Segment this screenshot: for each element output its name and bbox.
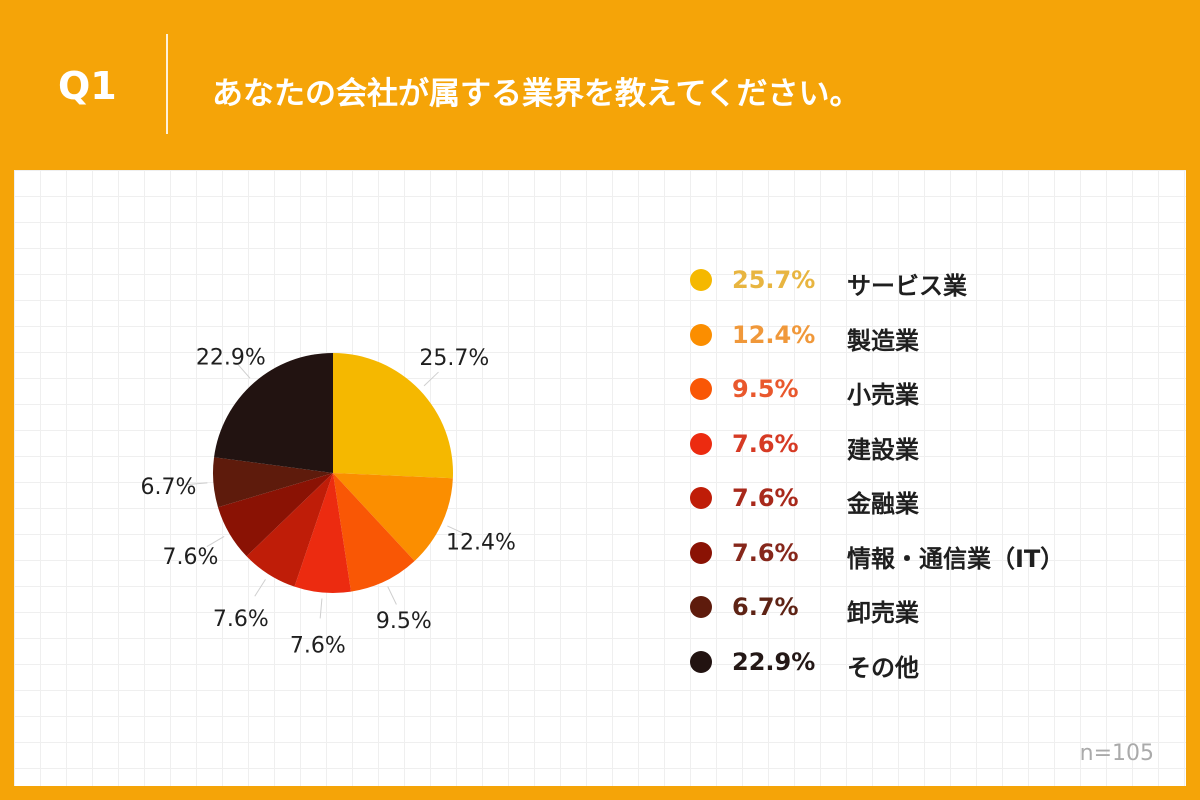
slice-label: 12.4% — [446, 530, 516, 555]
question-title: あなたの会社が属する業界を教えてください。 — [212, 76, 861, 112]
legend-percent: 22.9% — [732, 647, 816, 676]
pie-slice — [333, 353, 453, 479]
slice-label: 7.6% — [290, 633, 346, 658]
legend-label: 建設業 — [847, 435, 919, 464]
leader-line — [254, 579, 266, 597]
legend-percent: 7.6% — [732, 484, 799, 512]
header-divider — [166, 34, 168, 134]
legend-dot — [690, 650, 712, 673]
slice-label: 6.7% — [141, 475, 197, 500]
legend-percent: 7.6% — [732, 429, 799, 458]
legend-dot — [690, 541, 712, 564]
legend-percent: 6.7% — [732, 593, 799, 621]
legend-percent: 7.6% — [732, 538, 799, 567]
legend-label: 卸売業 — [847, 599, 919, 627]
pie-slice — [294, 473, 352, 593]
legend-dot — [690, 323, 712, 346]
slice-label: 22.9% — [196, 345, 266, 370]
legend-percent: 9.5% — [732, 375, 799, 403]
leader-line — [447, 525, 466, 535]
legend-dot — [690, 487, 712, 509]
legend-label: 製造業 — [847, 326, 919, 355]
legend-dot — [690, 596, 712, 618]
legend-percent: 25.7% — [732, 266, 816, 294]
leader-line — [387, 586, 397, 605]
legend-label: 金融業 — [847, 490, 919, 518]
legend-percent: 12.4% — [732, 320, 816, 349]
pie-slice — [213, 457, 333, 508]
legend-label: サービス業 — [847, 272, 967, 300]
pie-slice — [333, 473, 415, 592]
pie-slice — [333, 473, 453, 561]
chart-panel: 25.7% 12.4% 9.5% 7.6% 7.6% 7.6% 6.7% 22.9% 25.7… — [14, 170, 1186, 786]
legend-dot — [690, 269, 712, 291]
leader-line — [206, 536, 225, 547]
leader-line — [319, 598, 323, 619]
legend-dot — [690, 432, 712, 455]
slice-label: 7.6% — [162, 545, 218, 570]
pie-slice — [214, 353, 333, 473]
pie-slice — [217, 473, 333, 557]
legend-dot — [690, 378, 712, 400]
leader-line — [236, 362, 251, 379]
pie-slice — [246, 473, 333, 587]
sample-size: n=105 — [1079, 741, 1154, 766]
leader-line — [187, 482, 208, 485]
slice-label: 9.5% — [376, 609, 432, 634]
slice-label: 7.6% — [213, 607, 269, 632]
question-number: Q1 — [58, 64, 117, 108]
legend-label: 情報・通信業（IT） — [847, 544, 1065, 573]
slice-label: 25.7% — [419, 346, 489, 371]
legend-label: その他 — [847, 653, 919, 682]
leader-line — [423, 371, 439, 387]
legend-label: 小売業 — [847, 381, 919, 409]
pie-chart: 25.7% 12.4% 9.5% 7.6% 7.6% 7.6% 6.7% 22.9% — [141, 345, 516, 658]
